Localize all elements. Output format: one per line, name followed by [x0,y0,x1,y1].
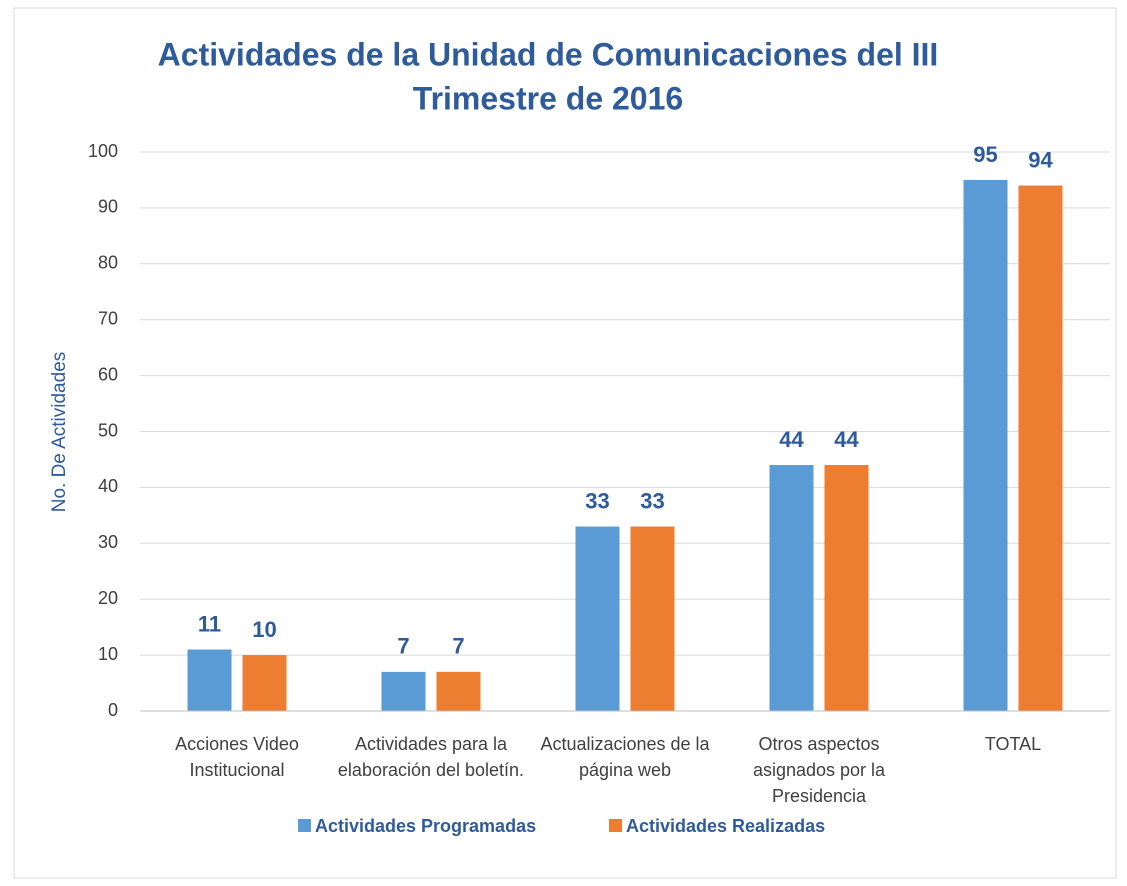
y-tick-label: 70 [98,308,118,328]
data-label: 44 [779,427,804,452]
x-tick-label: TOTAL [984,734,1042,754]
data-label: 11 [198,611,221,636]
bar [436,671,481,711]
bar [187,649,232,711]
bar [575,526,620,711]
y-tick-label: 100 [88,141,118,161]
bar [824,465,869,711]
legend-label: Actividades Realizadas [626,816,825,836]
y-tick-label: 40 [98,476,118,496]
legend-label: Actividades Programadas [315,816,536,836]
bar [1018,185,1063,712]
chart-title: Trimestre de 2016 [413,80,683,116]
y-tick-label: 80 [98,253,118,273]
x-tick-label: Actualizaciones de la página web [540,734,710,780]
data-label: 95 [973,142,997,167]
bar [963,179,1008,711]
bar [630,526,675,711]
x-tick-label: Acciones Video Institucional [175,734,299,780]
data-label: 33 [585,488,609,513]
legend-swatch [609,819,622,832]
y-tick-label: 60 [98,364,118,384]
bar [381,671,426,711]
data-label: 44 [834,427,859,452]
bar [769,465,814,711]
legend-swatch [298,819,311,832]
data-label: 10 [252,617,276,642]
y-tick-label: 0 [108,700,118,720]
chart-title: Actividades de la Unidad de Comunicacion… [158,36,939,72]
chart-border [13,7,1117,879]
y-tick-label: 30 [98,532,118,552]
data-label: 33 [640,488,664,513]
y-tick-label: 90 [98,197,118,217]
data-label: 7 [452,634,464,659]
bar [242,655,287,711]
x-tick-label: Otros aspectos asignados por la Presiden… [752,734,886,806]
y-tick-label: 50 [98,420,118,440]
data-label: 7 [397,634,409,659]
data-label: 94 [1028,147,1053,172]
x-tick-label: Actividades para la elaboración del bole… [337,734,525,780]
y-tick-label: 10 [98,644,118,664]
y-axis-label: No. De Actividades [49,352,70,513]
y-tick-label: 20 [98,588,118,608]
